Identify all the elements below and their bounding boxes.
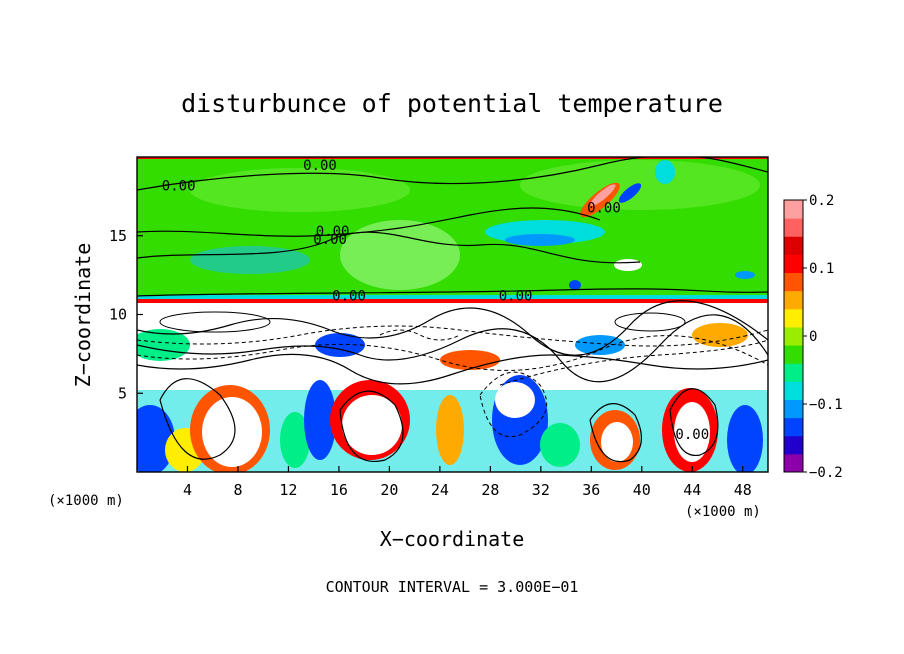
contour-label: 0.00 bbox=[316, 224, 350, 240]
colorbar-swatch bbox=[784, 290, 803, 310]
colorbar-swatch bbox=[784, 254, 803, 274]
x-axis-label: X−coordinate bbox=[380, 527, 525, 551]
y-tick-label: 15 bbox=[109, 227, 127, 245]
colorbar-swatch bbox=[784, 363, 803, 382]
colorbar-tick-label: 0.1 bbox=[809, 261, 834, 277]
x-unit-left: (×1000 m) bbox=[48, 493, 124, 509]
contour-labels: 0.000.000.000.000.00 0.000.000.00 bbox=[162, 158, 709, 443]
colorbar-tick-label: −0.1 bbox=[809, 397, 843, 413]
x-tick-label: 40 bbox=[633, 481, 651, 499]
y-tick-label: 5 bbox=[118, 384, 127, 402]
chart-title: disturbunce of potential temperature bbox=[181, 89, 723, 118]
colorbar-swatch bbox=[784, 218, 803, 237]
plot-area bbox=[137, 157, 768, 472]
colorbar-tick-label: 0.2 bbox=[809, 193, 834, 209]
y-axis: 5 10 15 bbox=[109, 227, 143, 402]
contour-label: 0.00 bbox=[162, 178, 196, 194]
x-tick-label: 8 bbox=[233, 481, 242, 499]
colorbar-swatch bbox=[784, 308, 803, 328]
contour-label: 0.00 bbox=[313, 232, 347, 248]
colorbar-swatch bbox=[784, 345, 803, 364]
x-tick-label: 44 bbox=[683, 481, 701, 499]
x-tick-label: 12 bbox=[279, 481, 297, 499]
contour-label: 0.00 bbox=[587, 200, 621, 216]
y-axis-label: Z−coordinate bbox=[71, 243, 95, 388]
x-tick-label: 48 bbox=[734, 481, 752, 499]
x-tick-label: 36 bbox=[582, 481, 600, 499]
lower-patches bbox=[137, 311, 768, 472]
x-tick-label: 32 bbox=[532, 481, 550, 499]
contour-lines-dashed bbox=[137, 325, 768, 437]
x-tick-label: 16 bbox=[330, 481, 348, 499]
colorbar-tick-label: −0.2 bbox=[809, 465, 843, 481]
colorbar-swatch bbox=[784, 381, 803, 400]
contour-interval-note: CONTOUR INTERVAL = 3.000E−01 bbox=[326, 578, 579, 596]
colorbar-swatch bbox=[784, 435, 803, 455]
colorbar-swatch bbox=[784, 272, 803, 292]
contour-label: 0.00 bbox=[332, 289, 366, 305]
y-tick-label: 10 bbox=[109, 306, 127, 324]
x-unit-right: (×1000 m) bbox=[685, 504, 761, 520]
contour-label: 0.00 bbox=[675, 427, 709, 443]
colorbar-swatch bbox=[784, 200, 803, 219]
colorbar-tick-label: 0 bbox=[809, 329, 817, 345]
x-tick-label: 20 bbox=[380, 481, 398, 499]
contour-lines bbox=[137, 157, 768, 463]
contour-label: 0.00 bbox=[499, 289, 533, 305]
upper-patches bbox=[137, 157, 768, 303]
colorbar-swatch bbox=[784, 399, 803, 419]
colorbar: 0.2 0.1 0 −0.1 −0.2 bbox=[783, 193, 843, 481]
x-tick-label: 28 bbox=[481, 481, 499, 499]
x-tick-label: 4 bbox=[183, 481, 192, 499]
x-tick-label: 24 bbox=[431, 481, 449, 499]
contour-label: 0.00 bbox=[303, 158, 337, 174]
colorbar-swatch bbox=[784, 417, 803, 437]
colorbar-swatch bbox=[784, 326, 803, 346]
colorbar-swatch bbox=[784, 453, 803, 473]
colorbar-swatch bbox=[784, 236, 803, 255]
x-axis: 4 8 12 16 20 24 28 32 36 40 44 48 bbox=[183, 466, 752, 499]
